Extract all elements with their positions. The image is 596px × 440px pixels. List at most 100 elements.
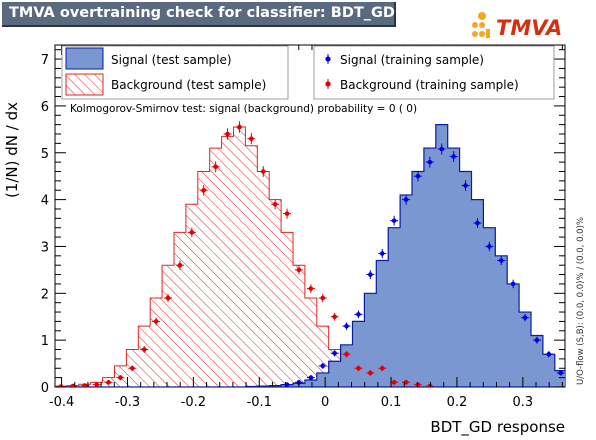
y-tick-label: 0 bbox=[41, 381, 49, 396]
overflow-label: U/O-flow (S,B): (0.0, 0.0)% / (0.0, 0.0)… bbox=[576, 217, 586, 385]
background-test-bar bbox=[304, 297, 317, 387]
signal-train-point bbox=[366, 270, 375, 279]
signal-train-point bbox=[556, 370, 565, 376]
point-marker bbox=[130, 365, 135, 371]
legend-background-test: Background (test sample) bbox=[111, 78, 266, 92]
signal-test-bar bbox=[483, 227, 496, 387]
background-train-point bbox=[318, 293, 327, 303]
point-marker bbox=[332, 350, 337, 356]
signal-train-point bbox=[378, 248, 387, 259]
point-marker bbox=[213, 164, 218, 170]
background-train-point bbox=[140, 346, 149, 353]
point-marker bbox=[249, 136, 254, 141]
signal-test-bar bbox=[328, 361, 341, 387]
background-train-point bbox=[175, 260, 184, 270]
point-marker bbox=[296, 267, 302, 273]
signal-train-point bbox=[544, 350, 553, 358]
y-tick-label: 6 bbox=[41, 100, 49, 115]
point-marker bbox=[58, 384, 64, 387]
point-marker bbox=[487, 244, 492, 249]
window-title: TMVA overtraining check for classifier: … bbox=[9, 5, 395, 21]
point-marker bbox=[427, 159, 433, 165]
point-marker bbox=[510, 281, 516, 287]
point-marker bbox=[379, 251, 385, 256]
background-test-bar bbox=[233, 126, 246, 387]
ks-test-text: Kolmogorov-Smirnov test: signal (backgro… bbox=[70, 103, 417, 115]
legend-signal-train: Signal (training sample) bbox=[340, 53, 484, 67]
background-train-point bbox=[330, 312, 339, 321]
point-marker bbox=[94, 382, 99, 387]
signal-test-bar bbox=[495, 255, 508, 387]
x-axis: -0.4 -0.3 -0.2 -0.1 0 0.1 0.2 0.3 bbox=[49, 45, 563, 410]
x-axis-label: BDT_GD response bbox=[430, 418, 565, 437]
x-tick-label: 0.2 bbox=[447, 395, 468, 410]
point-marker bbox=[225, 131, 230, 137]
point-marker bbox=[201, 187, 207, 193]
signal-train-point bbox=[497, 255, 506, 266]
signal-train-point bbox=[413, 170, 422, 182]
background-train-point bbox=[223, 128, 232, 140]
background-train-point bbox=[199, 184, 208, 196]
background-train-point bbox=[152, 317, 161, 326]
point-marker bbox=[320, 363, 326, 369]
legend-background-train-marker bbox=[325, 79, 331, 89]
signal-train-point bbox=[509, 279, 518, 289]
point-marker bbox=[284, 211, 290, 216]
signal-train-point bbox=[473, 218, 482, 228]
background-test-outline bbox=[55, 126, 565, 387]
logo-text: TMVA bbox=[496, 16, 562, 40]
x-tick-label: -0.1 bbox=[247, 395, 272, 410]
point-marker bbox=[189, 230, 195, 235]
point-marker bbox=[237, 124, 242, 130]
point-marker bbox=[379, 365, 385, 371]
point-marker bbox=[320, 295, 326, 301]
point-marker bbox=[463, 183, 468, 188]
signal-train-point bbox=[402, 194, 411, 205]
legend-signal-train-marker bbox=[325, 54, 331, 64]
point-marker bbox=[106, 380, 111, 385]
y-tick-label: 4 bbox=[41, 194, 49, 209]
background-test-bar bbox=[257, 171, 270, 387]
point-marker bbox=[403, 380, 409, 385]
x-tick-label: 0.1 bbox=[381, 395, 402, 410]
background-train-point bbox=[271, 199, 280, 210]
background-train-point bbox=[283, 208, 292, 219]
background-test-bar bbox=[150, 297, 163, 387]
point-marker bbox=[177, 262, 183, 268]
y-tick-label: 2 bbox=[41, 287, 49, 302]
signal-train-point bbox=[425, 156, 434, 168]
background-test-bar bbox=[197, 171, 210, 387]
background-train-point bbox=[378, 365, 387, 372]
background-train-point bbox=[259, 166, 268, 177]
signal-train-point bbox=[306, 375, 315, 381]
background-train-point bbox=[128, 365, 137, 372]
signal-test-bar bbox=[269, 385, 282, 387]
point-marker bbox=[272, 201, 278, 207]
point-marker bbox=[439, 146, 445, 152]
signal-test-bar bbox=[376, 260, 389, 387]
x-tick-label: -0.2 bbox=[181, 395, 206, 410]
y-axis: 0 1 2 3 4 5 6 7 bbox=[41, 49, 565, 396]
background-test-bar bbox=[174, 232, 186, 387]
background-train-point bbox=[306, 284, 315, 293]
background-train-point bbox=[413, 382, 422, 387]
signal-test-bar bbox=[364, 293, 377, 387]
signal-test-outline bbox=[55, 124, 565, 387]
background-train-point bbox=[342, 350, 351, 358]
background-test-bar bbox=[293, 265, 305, 387]
signal-test-bar bbox=[400, 194, 413, 387]
x-tick-label: -0.4 bbox=[49, 395, 74, 410]
legend-left: Signal (test sample) Background (test sa… bbox=[61, 45, 289, 100]
background-train-point bbox=[402, 379, 411, 385]
signal-test-bar bbox=[447, 148, 460, 387]
point-marker bbox=[260, 169, 266, 174]
point-marker bbox=[82, 383, 88, 387]
title-bar: TMVA overtraining check for classifier: … bbox=[2, 2, 396, 27]
signal-train-point bbox=[390, 215, 399, 226]
point-marker bbox=[356, 365, 361, 371]
signal-test-bar bbox=[423, 148, 437, 387]
signal-test-bar bbox=[316, 372, 329, 387]
x-tick-label: 0.3 bbox=[512, 395, 533, 410]
x-tick-label: -0.3 bbox=[115, 395, 140, 410]
signal-test-bar bbox=[304, 379, 318, 387]
